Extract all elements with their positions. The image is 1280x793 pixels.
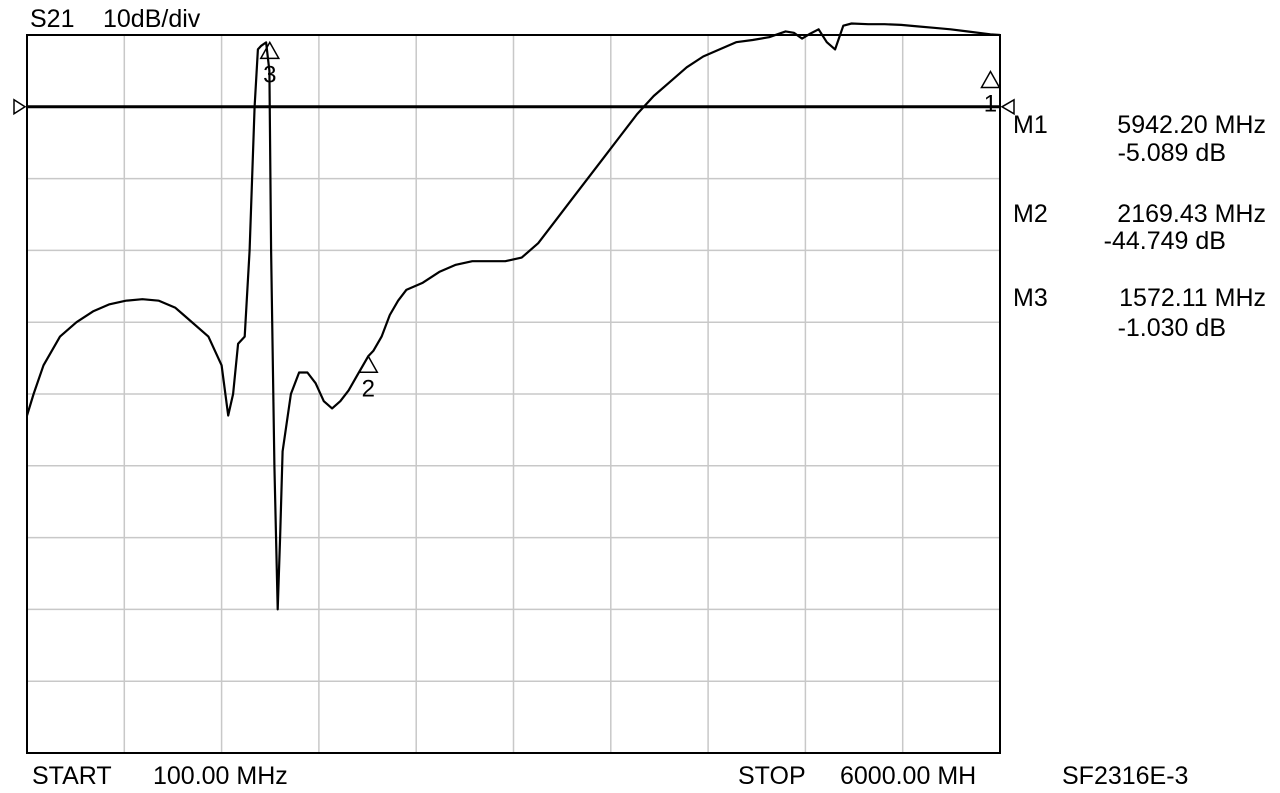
marker-triangle-icon (357, 354, 379, 374)
marker-frequency: 1572.11 MHz (1119, 284, 1266, 312)
marker-name: M3 (1013, 284, 1048, 312)
marker-frequency: 2169.43 MHz (1117, 200, 1266, 228)
grid (27, 35, 1000, 753)
plot-frame (26, 34, 1001, 754)
reference-left-arrow-icon (13, 98, 27, 116)
marker-frequency: 5942.20 MHz (1117, 111, 1266, 139)
stop-value: 6000.00 MH (840, 762, 976, 790)
marker-number: 2 (362, 375, 375, 402)
marker-readout-m1: M1 5942.20 MHz -5.089 dB (1013, 111, 1266, 167)
marker-number: 1 (984, 91, 997, 118)
marker-triangle-icon (980, 70, 1001, 89)
marker-readout-m2: M2 2169.43 MHz -44.749 dB (1013, 200, 1266, 255)
marker-layer: 1 2 3 (259, 40, 1001, 402)
start-value: 100.00 MHz (153, 762, 288, 790)
reference-right-arrow-icon (1000, 98, 1015, 116)
stop-label: STOP (738, 762, 806, 790)
marker-triangle-icon (259, 40, 281, 60)
s21-trace (25, 22, 1001, 611)
marker-name: M1 (1013, 111, 1048, 139)
measurement-label: S21 (30, 5, 74, 33)
marker-level: -44.749 dB (1104, 227, 1226, 255)
marker-level: -5.089 dB (1118, 139, 1226, 167)
start-label: START (32, 762, 112, 790)
marker-name: M2 (1013, 200, 1048, 228)
scale-label: 10dB/div (103, 5, 201, 33)
marker-number: 3 (263, 61, 276, 88)
marker-level: -1.030 dB (1118, 314, 1226, 342)
marker-readout-m3: M3 1572.11 MHz -1.030 dB (1013, 284, 1266, 342)
model-label: SF2316E-3 (1062, 762, 1188, 790)
